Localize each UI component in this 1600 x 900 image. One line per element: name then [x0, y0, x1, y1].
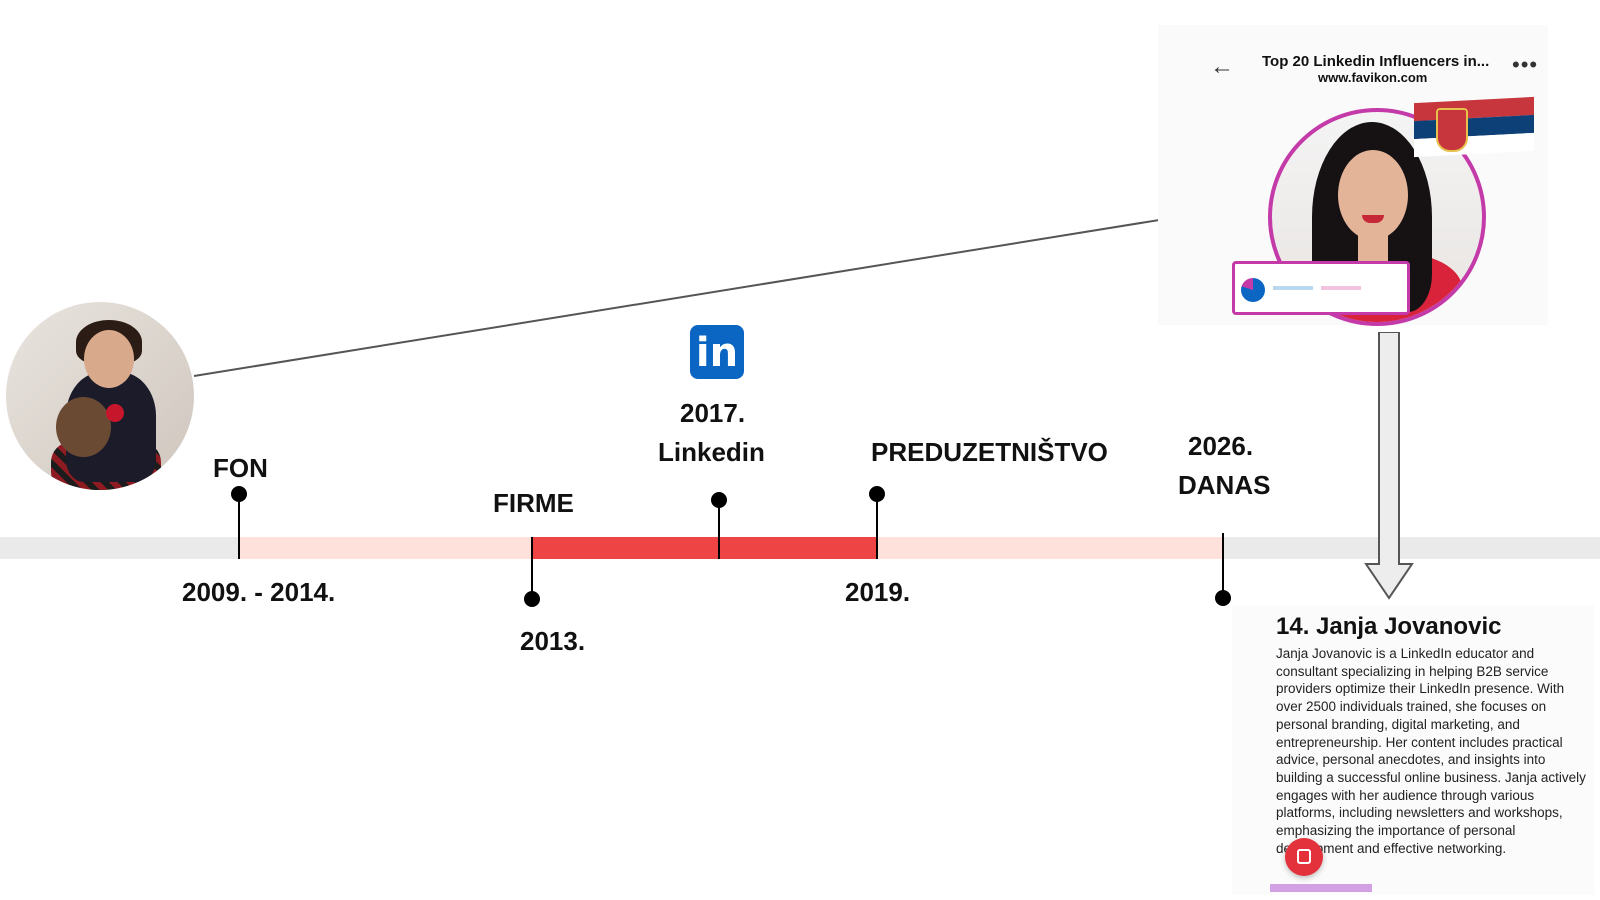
chat-button[interactable] — [1285, 838, 1323, 876]
influencer-description: Janja Jovanovic is a LinkedIn educator a… — [1276, 646, 1586, 856]
marker-2026-stem — [1222, 533, 1224, 599]
label-2009-2014: 2009. - 2014. — [182, 577, 336, 607]
chat-icon — [1297, 849, 1311, 864]
label-preduzetnistvo: PREDUZETNIŠTVO — [871, 437, 1108, 467]
timeline-segment-firms-to-entrepreneurship — [532, 537, 877, 559]
coat-of-arms-icon — [1436, 108, 1468, 152]
linkedin-icon: in — [690, 325, 744, 379]
marker-2013-stem — [531, 537, 533, 599]
text-highlight — [1270, 884, 1372, 892]
serbian-flag-icon — [1414, 96, 1534, 158]
back-arrow-icon[interactable]: ← — [1210, 53, 1234, 80]
influencer-name: 14. Janja Jovanovic — [1276, 613, 1502, 640]
label-2026: 2026. — [1188, 431, 1254, 461]
profile-card-title: Top 20 Linkedin Influencers in... — [1262, 53, 1490, 70]
label-2013: 2013. — [520, 626, 586, 656]
label-2017: 2017. — [680, 398, 746, 428]
marker-2017-stem — [718, 500, 720, 559]
label-2019: 2019. — [845, 577, 911, 607]
profile-card-url: www.favikon.com — [1318, 70, 1428, 85]
marker-2026-dot — [1215, 590, 1231, 606]
marker-2017-dot — [711, 492, 727, 508]
followers-pie-icon — [1241, 278, 1265, 302]
marker-2013-dot — [524, 591, 540, 607]
marker-2019-dot — [869, 486, 885, 502]
label-fon: FON — [213, 453, 268, 483]
childhood-photo — [6, 302, 194, 490]
marker-fon-stem — [238, 493, 240, 559]
marker-2019-stem — [876, 493, 878, 559]
down-arrow-icon — [1364, 332, 1414, 600]
label-linkedin: Linkedin — [658, 437, 765, 467]
marker-fon-dot — [231, 486, 247, 502]
label-danas: DANAS — [1178, 470, 1271, 500]
more-options-icon[interactable]: ••• — [1512, 52, 1539, 77]
label-firme: FIRME — [493, 488, 574, 518]
followers-mini-card — [1232, 261, 1410, 315]
